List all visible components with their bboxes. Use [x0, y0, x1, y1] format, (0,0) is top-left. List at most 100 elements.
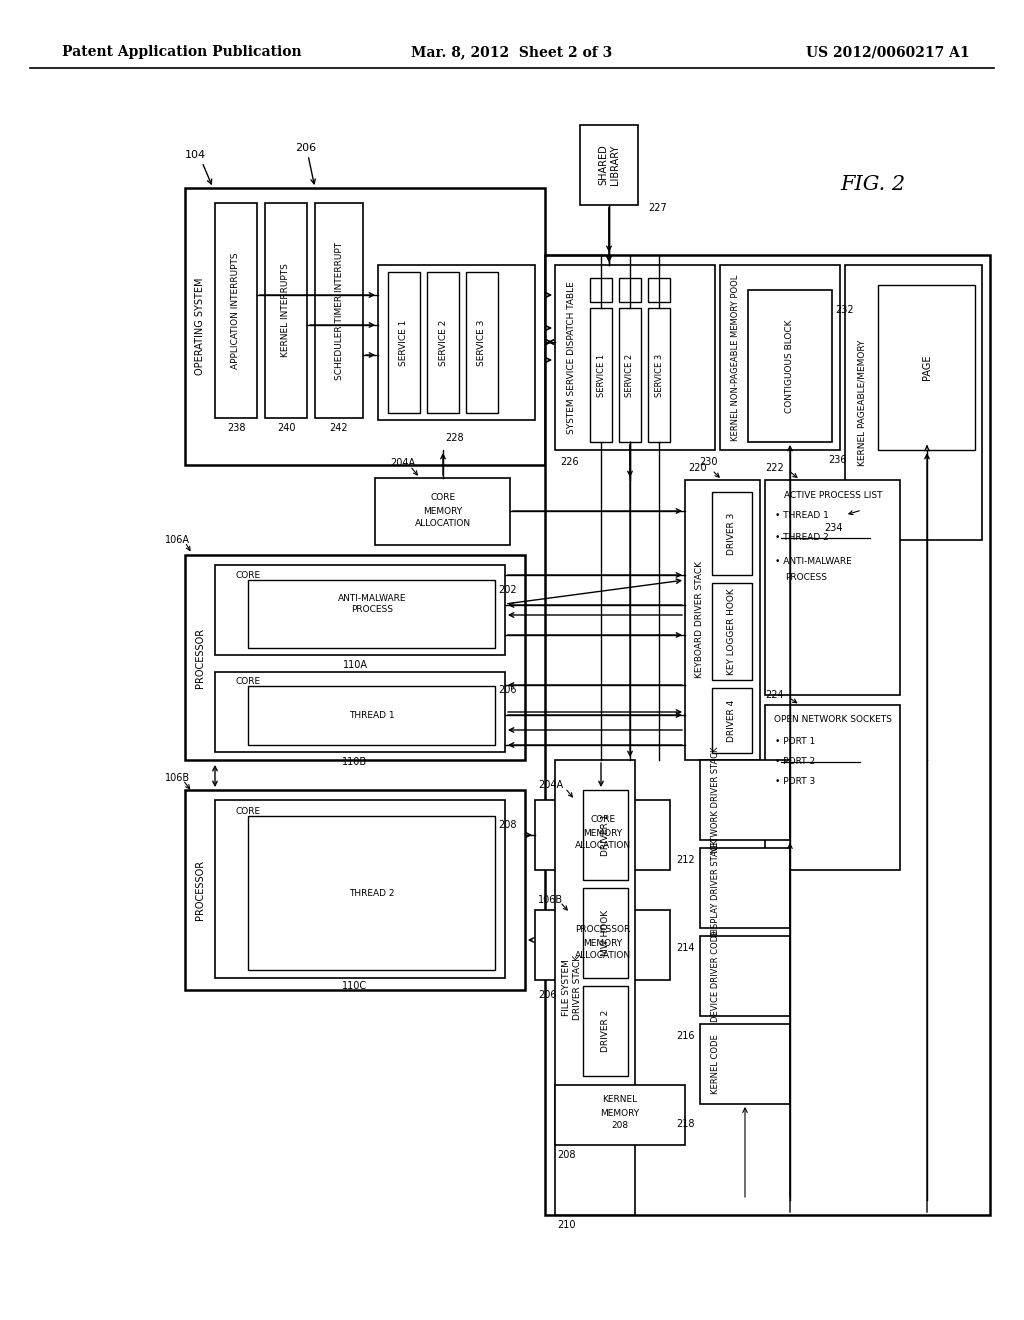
Bar — [248, 686, 495, 744]
Text: KERNEL INTERRUPTS: KERNEL INTERRUPTS — [282, 264, 291, 358]
Bar — [185, 789, 525, 990]
Bar — [765, 480, 900, 696]
Text: KERNEL CODE: KERNEL CODE — [712, 1034, 721, 1094]
Bar — [583, 888, 628, 978]
Text: CONTIGUOUS BLOCK: CONTIGUOUS BLOCK — [785, 319, 795, 413]
Bar — [466, 272, 498, 413]
Text: 104: 104 — [185, 150, 206, 160]
Text: PROCESSOR: PROCESSOR — [195, 859, 205, 920]
Text: THREAD 2: THREAD 2 — [349, 888, 394, 898]
Text: ACTIVE PROCESS LIST: ACTIVE PROCESS LIST — [783, 491, 883, 499]
Text: 232: 232 — [835, 305, 854, 315]
Bar — [215, 800, 505, 978]
Text: Mar. 8, 2012  Sheet 2 of 3: Mar. 8, 2012 Sheet 2 of 3 — [412, 45, 612, 59]
Text: 230: 230 — [699, 457, 718, 467]
Text: CORE: CORE — [430, 494, 456, 503]
Text: 238: 238 — [226, 422, 246, 433]
Text: 220: 220 — [688, 463, 707, 473]
Text: • THREAD 2: • THREAD 2 — [775, 533, 828, 543]
Text: 110A: 110A — [342, 660, 368, 671]
Text: 110C: 110C — [342, 981, 368, 991]
Text: 106A: 106A — [165, 535, 190, 545]
Text: SERVICE 2: SERVICE 2 — [438, 319, 447, 366]
Bar — [712, 583, 752, 680]
Text: FILE SYSTEM
DRIVER STACK: FILE SYSTEM DRIVER STACK — [562, 954, 582, 1020]
Bar — [720, 265, 840, 450]
Bar — [712, 492, 752, 576]
Bar — [712, 688, 752, 752]
Bar — [248, 816, 495, 970]
Text: KERNEL PAGEABLE/MEMORY: KERNEL PAGEABLE/MEMORY — [857, 339, 866, 466]
Text: 202: 202 — [498, 585, 517, 595]
Text: 240: 240 — [276, 422, 295, 433]
Bar — [248, 579, 495, 648]
Text: MEMORY: MEMORY — [584, 829, 623, 837]
Text: SERVICE 1: SERVICE 1 — [597, 354, 605, 396]
Text: MW HOOK: MW HOOK — [601, 909, 610, 956]
Text: PAGE: PAGE — [922, 355, 932, 380]
Bar — [583, 986, 628, 1076]
Text: 242: 242 — [330, 422, 348, 433]
Text: CORE: CORE — [234, 808, 260, 817]
Text: 227: 227 — [648, 203, 667, 213]
Bar — [545, 255, 990, 1214]
Text: MEMORY: MEMORY — [600, 1109, 640, 1118]
Bar — [845, 265, 982, 540]
Text: 106B: 106B — [538, 895, 563, 906]
Text: 218: 218 — [677, 1119, 695, 1129]
Text: 236: 236 — [828, 455, 847, 465]
Text: SCHEDULER TIMER INTERRUPT: SCHEDULER TIMER INTERRUPT — [335, 242, 343, 380]
Text: 216: 216 — [677, 1031, 695, 1041]
Text: CORE: CORE — [234, 570, 260, 579]
Text: THREAD 1: THREAD 1 — [349, 711, 395, 721]
Bar — [590, 308, 612, 442]
Text: • PORT 2: • PORT 2 — [775, 758, 815, 767]
Text: 234: 234 — [824, 523, 843, 533]
Text: OPEN NETWORK SOCKETS: OPEN NETWORK SOCKETS — [774, 715, 892, 725]
Bar — [535, 909, 670, 979]
Bar — [700, 847, 790, 928]
Bar — [215, 203, 257, 418]
Text: 210: 210 — [557, 1220, 575, 1230]
Text: DISPLAY DRIVER STACK: DISPLAY DRIVER STACK — [712, 840, 721, 937]
Text: MEMORY: MEMORY — [424, 507, 463, 516]
Text: DEVICE DRIVER CODE: DEVICE DRIVER CODE — [712, 929, 721, 1022]
Bar — [685, 480, 760, 760]
Text: KERNEL NON-PAGEABLE MEMORY POOL: KERNEL NON-PAGEABLE MEMORY POOL — [731, 275, 740, 441]
Text: SHARED
LIBRARY: SHARED LIBRARY — [598, 145, 620, 185]
Text: PROCESSOR: PROCESSOR — [195, 627, 205, 688]
Text: APPLICATION INTERRUPTS: APPLICATION INTERRUPTS — [231, 252, 241, 368]
Bar — [375, 478, 510, 545]
Bar — [388, 272, 420, 413]
Text: • ANTI-MALWARE: • ANTI-MALWARE — [775, 557, 852, 565]
Text: 206: 206 — [295, 143, 316, 153]
Text: 206: 206 — [498, 685, 516, 696]
Text: FIG. 2: FIG. 2 — [840, 176, 905, 194]
Text: 212: 212 — [677, 855, 695, 865]
Text: CORE: CORE — [234, 677, 260, 686]
Text: DRIVER 1: DRIVER 1 — [601, 814, 610, 857]
Text: US 2012/0060217 A1: US 2012/0060217 A1 — [806, 45, 970, 59]
Bar — [765, 705, 900, 870]
Text: 222: 222 — [765, 463, 783, 473]
Text: PROCESS: PROCESS — [785, 573, 827, 582]
Bar — [535, 800, 670, 870]
Bar — [185, 187, 545, 465]
Text: ALLOCATION: ALLOCATION — [574, 952, 631, 961]
Text: Patent Application Publication: Patent Application Publication — [62, 45, 302, 59]
Text: • PORT 1: • PORT 1 — [775, 738, 815, 747]
Text: SERVICE 3: SERVICE 3 — [477, 319, 486, 366]
Text: PROCESSOR: PROCESSOR — [575, 925, 631, 935]
Bar — [748, 290, 831, 442]
Text: 214: 214 — [677, 942, 695, 953]
Bar — [583, 789, 628, 880]
Text: SERVICE 2: SERVICE 2 — [626, 354, 635, 396]
Text: 110B: 110B — [342, 756, 368, 767]
Text: 208: 208 — [498, 820, 516, 830]
Bar — [700, 936, 790, 1016]
Bar — [590, 279, 612, 302]
Text: 208: 208 — [611, 1122, 629, 1130]
Bar — [580, 125, 638, 205]
Text: 204A: 204A — [538, 780, 563, 789]
Bar — [378, 265, 535, 420]
